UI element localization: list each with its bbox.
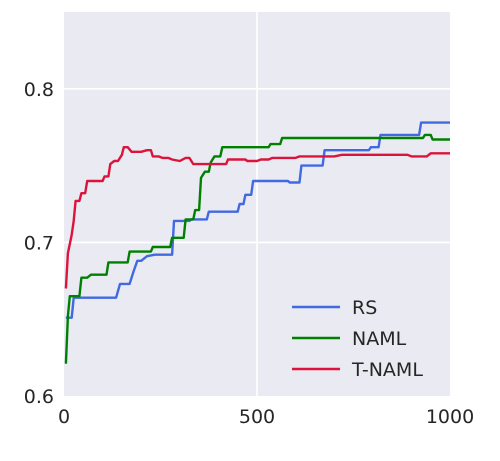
x-tick-label-1: 500 [239,406,275,428]
legend-label-t-naml: T-NAML [351,359,423,381]
series-line-naml [64,133,450,364]
y-tick-label-2: 0.8 [24,79,54,101]
x-tick-label-0: 0 [58,406,70,428]
y-tick-label-0: 0.6 [24,386,54,408]
series-line-rs [65,121,450,319]
x-axis-ticks: 0 500 1000 [58,406,474,428]
x-tick-label-2: 1000 [426,406,474,428]
plot-lines [64,121,450,364]
series-line-t-naml [64,146,450,289]
grid-lines [64,12,450,396]
y-tick-label-1: 0.7 [24,232,54,254]
legend-label-naml: NAML [352,328,407,350]
y-axis-ticks: 0.6 0.7 0.8 [24,79,54,408]
legend: RS NAML T-NAML [292,297,423,381]
legend-label-rs: RS [352,297,377,319]
